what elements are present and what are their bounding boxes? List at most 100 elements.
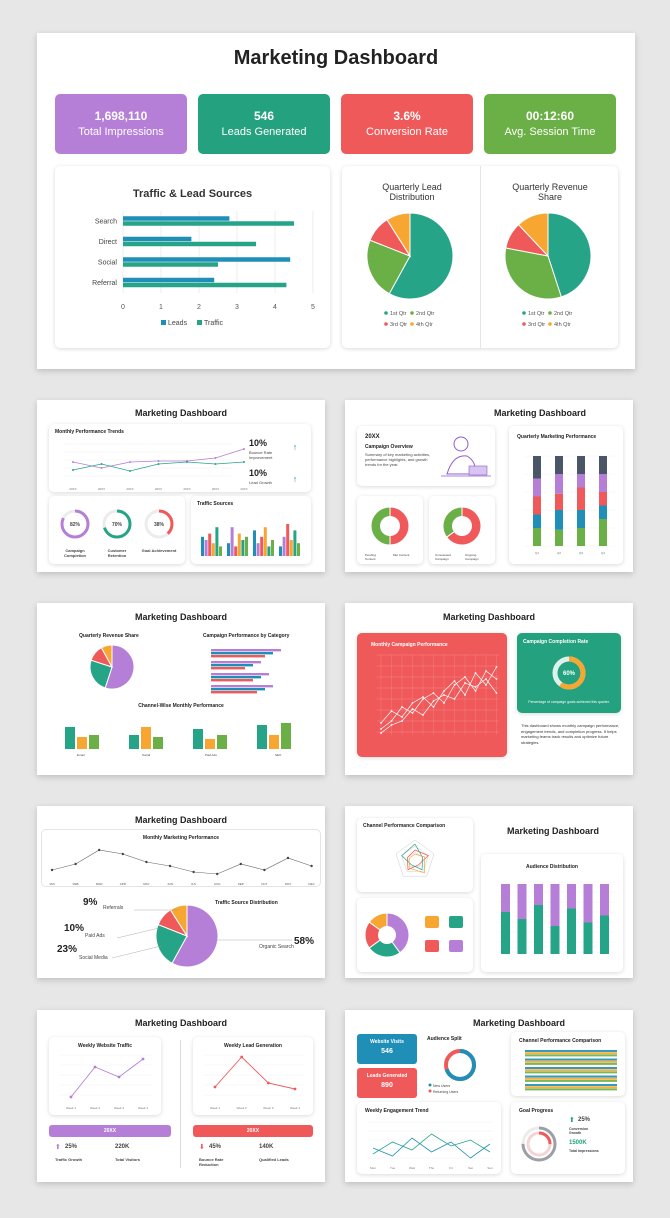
point: [474, 690, 477, 692]
legend-dot: [548, 311, 552, 315]
slice-value: 23%: [57, 944, 78, 955]
bar: [205, 739, 215, 749]
bar: [237, 533, 241, 556]
leads-box: [357, 1068, 417, 1098]
legend-label: Traffic: [204, 320, 224, 327]
legend-dot: [410, 322, 414, 326]
legend-dot: [428, 1083, 432, 1087]
total-visitors-value: 220K: [115, 1144, 130, 1150]
mix-card: [357, 898, 473, 972]
stack-segment: [567, 908, 576, 954]
bar-leads: [123, 277, 215, 283]
channel-title: Channel Performance Comparison: [363, 823, 446, 829]
point: [390, 720, 393, 722]
bar-leads: [123, 216, 230, 221]
bar: [219, 546, 222, 556]
point: [401, 716, 403, 718]
point: [243, 461, 245, 463]
x-tick-label: 0: [121, 304, 125, 311]
bar: [153, 737, 163, 749]
down-arrow-icon: ⬇: [199, 1144, 205, 1151]
thumb-slide-2: Marketing Dashboard 20XX Campaign Overvi…: [345, 400, 633, 572]
thumb-title: Marketing Dashboard: [134, 408, 228, 418]
weekly-traffic-card: Weekly Website Traffic Week 1 Week 2 Week …: [49, 1037, 161, 1115]
stack-segment: [577, 474, 585, 488]
point: [380, 722, 382, 724]
legend-label: 4th Qtr: [416, 322, 433, 328]
point: [422, 714, 424, 716]
point: [464, 682, 466, 684]
point: [453, 698, 456, 700]
point: [214, 457, 217, 459]
traffic-growth-label: Traffic Growth: [55, 1157, 83, 1162]
bar: [230, 527, 234, 556]
x-tick-label: Week 2: [237, 1106, 247, 1110]
pie-slice: [366, 239, 411, 295]
pie-slice: [517, 212, 549, 258]
traffic-lead-title: Traffic & Lead Sources: [132, 188, 253, 200]
stack-segment: [501, 884, 510, 912]
visits-value: 546: [381, 1048, 393, 1055]
x-tick-label: Week 3: [114, 1106, 124, 1110]
point: [100, 467, 103, 469]
point: [443, 702, 445, 704]
point: [117, 1075, 121, 1079]
stack-segment: [577, 510, 585, 528]
trend-title: Monthly Performance Trends: [55, 429, 124, 435]
traffic-lead-card: Traffic & Lead Sources 0 1 2 3 4 5 Search Direc…: [55, 166, 330, 348]
point: [485, 684, 487, 686]
point: [411, 712, 414, 714]
bar: [141, 727, 151, 749]
audience-title: Audience Distribution: [526, 864, 578, 870]
stack-segment: [599, 492, 607, 506]
stat-badge: [449, 940, 463, 952]
year-bar-red: [193, 1125, 313, 1137]
stack-segment: [534, 884, 543, 905]
bar: [245, 536, 248, 556]
donut-label: Ongoing Campaign: [465, 553, 479, 561]
bar: [89, 735, 99, 749]
performance-title: Quarterly Marketing Performance: [517, 434, 597, 440]
stat2-value: 10%: [249, 468, 268, 478]
stack-segment: [555, 493, 563, 510]
thumb-title: Marketing Dashboard: [493, 408, 587, 418]
x-tick-label: Thu: [429, 1166, 435, 1170]
bar: [211, 649, 281, 652]
donut-label: Unreviewed Campaign: [435, 553, 451, 561]
stat-badge: [425, 916, 439, 928]
point: [293, 1087, 297, 1091]
traffic-growth-value: 25%: [65, 1144, 78, 1150]
legend-label: Leads: [168, 320, 188, 327]
pie-slice: [504, 247, 562, 300]
bar: [211, 685, 273, 688]
point: [411, 702, 414, 704]
point: [98, 848, 101, 852]
traffic-source-pie: [111, 904, 292, 968]
donut-progress: [60, 509, 90, 539]
bar: [215, 527, 219, 556]
bar-leads: [123, 257, 291, 262]
bar: [211, 676, 261, 679]
donut-progress: [552, 656, 586, 690]
point: [401, 720, 403, 722]
thumb-title: Marketing Dashboard: [472, 1018, 566, 1028]
series-line: [70, 1058, 144, 1098]
channel-category: Paid Ads: [205, 753, 217, 757]
x-tick-label: Tue: [390, 1166, 395, 1170]
channel-card: Channel Performance Comparison: [511, 1032, 625, 1096]
x-tick-label: 3: [235, 304, 239, 311]
year-label: 20XX: [246, 1128, 260, 1134]
kpi-value: 3.6%: [393, 109, 421, 123]
bar: [267, 546, 271, 556]
goal-card: Goal Progress ⬆ 25% Conversion Growth 15…: [511, 1102, 625, 1174]
pie-slice: [547, 212, 592, 298]
point: [310, 864, 313, 868]
point: [263, 868, 266, 872]
stack-segment: [600, 884, 609, 916]
legend-swatch: [197, 320, 202, 325]
x-tick-label: Week 4: [290, 1106, 300, 1110]
weekly-lead-title: Weekly Lead Generation: [224, 1043, 282, 1049]
point: [157, 463, 160, 465]
point: [192, 870, 195, 874]
x-tick-label: Sat: [468, 1166, 473, 1170]
